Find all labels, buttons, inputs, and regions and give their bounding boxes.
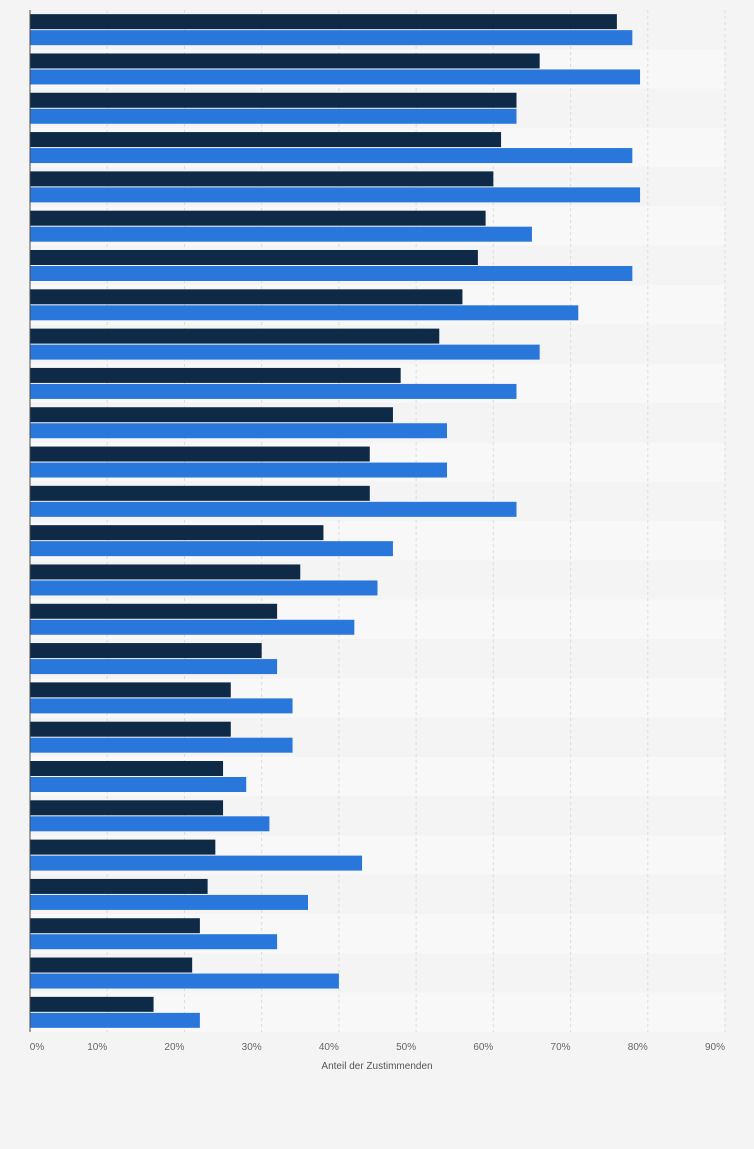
bar [30, 462, 447, 478]
bar [30, 737, 293, 753]
bar [30, 407, 393, 423]
x-tick-label: 10% [87, 1042, 107, 1053]
bar [30, 918, 200, 934]
bar [30, 226, 532, 242]
bar [30, 210, 486, 226]
row-bands [30, 10, 725, 1032]
x-tick-label: 90% [705, 1042, 725, 1053]
bar [30, 501, 517, 517]
bar [30, 305, 579, 321]
bar [30, 800, 224, 816]
bar [30, 250, 478, 265]
bar [30, 761, 224, 776]
bar [30, 643, 262, 659]
bar [30, 659, 278, 675]
bar [30, 148, 633, 164]
bar [30, 996, 154, 1012]
bar [30, 721, 231, 737]
bar [30, 682, 231, 698]
bar [30, 619, 355, 635]
bar [30, 289, 463, 305]
bar [30, 132, 502, 148]
bar [30, 383, 517, 399]
bar [30, 14, 617, 30]
bar [30, 603, 278, 619]
bar [30, 266, 633, 281]
bar [30, 698, 293, 714]
x-tick-label: 0% [30, 1042, 45, 1053]
bar [30, 108, 517, 124]
bar [30, 446, 370, 462]
bar [30, 816, 270, 832]
x-tick-label: 70% [551, 1042, 571, 1053]
bar [30, 973, 339, 989]
bar [30, 171, 494, 187]
bar [30, 1012, 200, 1028]
x-tick-label: 30% [242, 1042, 262, 1053]
x-tick-label: 50% [396, 1042, 416, 1053]
bar [30, 580, 378, 596]
bar [30, 423, 447, 439]
bar [30, 957, 193, 973]
bar [30, 525, 324, 541]
bar [30, 53, 540, 69]
x-tick-label: 80% [628, 1042, 648, 1053]
bar [30, 187, 641, 203]
bar [30, 855, 363, 871]
x-axis-title: Anteil der Zustimmenden [321, 1061, 432, 1072]
bar [30, 839, 216, 855]
bar [30, 777, 247, 792]
bar [30, 69, 641, 85]
x-tick-label: 40% [319, 1042, 339, 1053]
bar [30, 344, 540, 360]
bar [30, 934, 278, 950]
bar [30, 367, 401, 383]
bar [30, 328, 440, 344]
bar [30, 541, 393, 557]
x-tick-label: 60% [473, 1042, 493, 1053]
bar [30, 894, 308, 910]
bars [30, 14, 641, 1028]
bar [30, 485, 370, 501]
x-tick-label: 20% [164, 1042, 184, 1053]
x-tick-labels: 0% 10% 20% 30% 40% 50% 60% 70% 80% 90% [30, 1042, 725, 1053]
bar [30, 30, 633, 46]
bar [30, 92, 517, 108]
bar [30, 878, 208, 894]
bar [30, 564, 301, 580]
